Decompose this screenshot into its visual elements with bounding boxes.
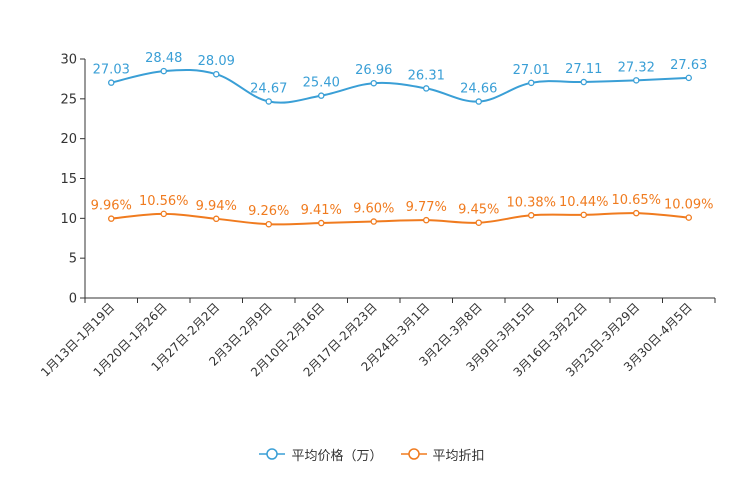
data-label: 10.44% — [559, 195, 609, 210]
data-point[interactable] — [475, 219, 482, 226]
data-label: 24.66 — [460, 82, 497, 97]
data-label: 28.09 — [198, 54, 235, 69]
data-point[interactable] — [108, 79, 115, 86]
data-point[interactable] — [580, 78, 588, 86]
legend-item-discount[interactable]: 平均折扣 — [400, 445, 485, 464]
data-label: 9.41% — [301, 203, 342, 218]
data-point[interactable] — [422, 85, 430, 92]
data-point[interactable] — [108, 215, 115, 222]
data-label: 9.94% — [196, 199, 237, 214]
data-label: 9.96% — [91, 199, 132, 214]
data-label: 27.01 — [513, 63, 550, 78]
data-label: 27.63 — [670, 58, 707, 73]
data-label: 27.32 — [618, 60, 655, 75]
y-tick-label: 20 — [60, 132, 77, 147]
data-label: 10.38% — [506, 195, 556, 210]
data-label: 24.67 — [250, 81, 287, 96]
data-label: 25.40 — [303, 76, 340, 91]
data-point[interactable] — [370, 218, 377, 225]
data-label: 10.65% — [611, 193, 661, 208]
data-point[interactable] — [528, 212, 535, 219]
chart-legend: 平均价格（万） 平均折扣 — [0, 444, 744, 464]
data-point[interactable] — [422, 216, 430, 224]
data-point[interactable] — [580, 211, 588, 219]
data-point[interactable] — [528, 79, 535, 87]
data-point[interactable] — [160, 67, 167, 75]
data-point[interactable] — [685, 214, 693, 221]
data-point[interactable] — [685, 74, 693, 82]
y-tick-label: 30 — [60, 53, 77, 68]
data-label: 27.11 — [565, 62, 602, 77]
y-tick-label: 5 — [69, 252, 77, 267]
legend-discount-marker-icon — [400, 448, 427, 460]
data-label: 9.45% — [458, 203, 499, 218]
series-line-2 — [111, 212, 689, 226]
data-point[interactable] — [265, 220, 272, 228]
data-point[interactable] — [317, 219, 325, 227]
line-chart: 0510152025301月13日-1月19日1月20日-1月26日1月27日-… — [38, 51, 716, 380]
data-label: 10.09% — [664, 198, 714, 213]
data-point[interactable] — [317, 92, 325, 99]
data-point[interactable] — [265, 98, 272, 105]
data-label: 9.60% — [353, 202, 394, 217]
data-label: 9.77% — [406, 200, 447, 215]
data-point[interactable] — [160, 210, 167, 218]
data-point[interactable] — [370, 79, 377, 87]
data-point[interactable] — [633, 209, 640, 217]
y-tick-label: 25 — [60, 92, 77, 107]
y-tick-label: 0 — [69, 292, 77, 307]
data-label: 27.03 — [93, 63, 130, 78]
data-point[interactable] — [212, 215, 220, 223]
legend-price-marker-icon — [259, 448, 286, 460]
legend-item-price[interactable]: 平均价格（万） — [259, 445, 383, 464]
legend-discount-label: 平均折扣 — [432, 448, 485, 464]
y-tick-label: 15 — [60, 172, 77, 187]
data-label: 28.48 — [145, 51, 182, 66]
y-tick-label: 10 — [60, 212, 77, 227]
data-point[interactable] — [633, 77, 640, 84]
data-point[interactable] — [475, 98, 482, 105]
data-label: 26.31 — [408, 68, 445, 83]
data-label: 9.26% — [248, 204, 289, 219]
data-point[interactable] — [212, 70, 220, 78]
data-label: 26.96 — [355, 63, 392, 78]
series-line-1 — [111, 68, 689, 104]
legend-price-label: 平均价格（万） — [291, 448, 383, 464]
data-label: 10.56% — [139, 194, 189, 209]
